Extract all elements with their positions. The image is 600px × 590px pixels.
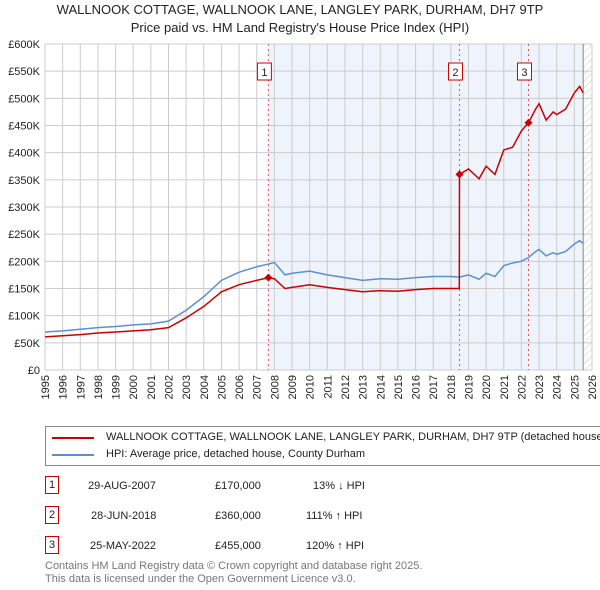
x-tick-label: 2016 (411, 375, 423, 399)
x-tick-label: 1996 (58, 375, 70, 399)
sale-date: 25-MAY-2022 (90, 540, 157, 552)
legend-swatch-hpi (52, 453, 94, 456)
x-tick-label: 2019 (463, 375, 475, 399)
x-tick-label: 2025 (569, 375, 581, 399)
sale-label-box (447, 62, 463, 81)
footer-line: This data is licensed under the Open Gov… (45, 573, 356, 585)
x-tick-label: 2010 (305, 375, 317, 399)
sale-label-box (516, 62, 532, 81)
sale-label-box (256, 62, 272, 81)
y-tick-label: £400K (8, 148, 40, 160)
x-tick-label: 2026 (587, 375, 599, 399)
legend-label-property: WALLNOOK COTTAGE, WALLNOOK LANE, LANGLEY… (106, 431, 600, 443)
x-tick-label: 2001 (146, 375, 158, 399)
x-tick-label: 2002 (164, 375, 176, 399)
x-tick-label: 2014 (375, 375, 387, 399)
sale-hpi: 111% ↑ HPI (306, 510, 363, 522)
sale-row: 1 29-AUG-2007 £170,000 13% ↓ HPI (45, 476, 445, 496)
y-tick-label: £600K (8, 39, 40, 51)
y-tick-label: £0 (28, 365, 40, 377)
sale-point (455, 170, 464, 179)
x-tick-label: 2022 (516, 375, 528, 399)
hpi-line (44, 239, 584, 333)
sale-hpi: 120% ↑ HPI (306, 540, 365, 552)
x-tick-label: 2012 (340, 375, 352, 399)
footer-line: Contains HM Land Registry data © Crown c… (45, 560, 423, 572)
sale-label: 2 (452, 67, 458, 79)
x-tick-label: 2009 (287, 375, 299, 399)
x-tick-label: 2024 (552, 375, 564, 399)
legend-swatch-property (52, 436, 94, 439)
legend-label-hpi: HPI: Average price, detached house, Coun… (106, 448, 366, 460)
sale-price: £360,000 (215, 510, 261, 522)
x-tick-label: 1999 (111, 375, 123, 399)
sale-point (524, 118, 533, 127)
chart-subtitle: Price paid vs. HM Land Registry's House … (130, 20, 470, 35)
y-tick-label: £550K (8, 66, 40, 78)
sale-date: 28-JUN-2018 (91, 510, 157, 522)
footer: Contains HM Land Registry data © Crown c… (45, 560, 422, 586)
x-tick-label: 1997 (75, 375, 87, 399)
property-price-line (44, 85, 584, 338)
x-tick-label: 1998 (93, 375, 105, 399)
sale-row: 2 28-JUN-2018 £360,000 111% ↑ HPI (45, 506, 445, 526)
sale-number: 2 (45, 506, 59, 524)
x-tick-label: 2000 (128, 375, 140, 399)
y-tick-label: £250K (8, 229, 40, 241)
sale-label: 1 (261, 67, 267, 79)
y-tick-label: £100K (8, 311, 40, 323)
x-tick-label: 2015 (393, 375, 405, 399)
x-tick-label: 2006 (234, 375, 246, 399)
sale-number: 1 (45, 476, 59, 494)
sale-price: £170,000 (215, 480, 261, 492)
chart-title: WALLNOOK COTTAGE, WALLNOOK LANE, LANGLEY… (56, 2, 544, 17)
sale-date: 29-AUG-2007 (88, 480, 156, 492)
sale-number: 3 (45, 536, 59, 554)
y-tick-label: £200K (8, 256, 40, 268)
price-chart: 1995 1996 1997 1998 1999 2000 2001 2002 2003 2004… (8, 39, 599, 399)
x-tick-label: 1995 (40, 375, 52, 399)
y-tick-label: £300K (8, 202, 40, 214)
x-tick-label: 2018 (446, 375, 458, 399)
sale-hpi: 13% ↓ HPI (313, 480, 365, 492)
y-tick-label: £350K (8, 175, 40, 187)
legend: WALLNOOK COTTAGE, WALLNOOK LANE, LANGLEY… (45, 426, 600, 466)
x-tick-label: 2005 (216, 375, 228, 399)
x-tick-label: 2021 (499, 375, 511, 399)
sale-row: 3 25-MAY-2022 £455,000 120% ↑ HPI (45, 536, 445, 556)
y-tick-label: £450K (8, 121, 40, 133)
y-tick-label: £50K (14, 338, 40, 350)
x-tick-label: 2020 (481, 375, 493, 399)
sale-price: £455,000 (215, 540, 261, 552)
x-tick-label: 2017 (428, 375, 440, 399)
x-tick-label: 2013 (358, 375, 370, 399)
x-tick-label: 2008 (269, 375, 281, 399)
x-tick-label: 2004 (199, 375, 211, 399)
x-tick-label: 2023 (534, 375, 546, 399)
y-tick-label: £150K (8, 284, 40, 296)
x-tick-label: 2007 (252, 375, 264, 399)
y-tick-label: £500K (8, 93, 40, 105)
sale-point (264, 273, 273, 282)
sale-label: 3 (521, 67, 527, 79)
x-tick-label: 2011 (322, 375, 334, 399)
x-tick-label: 2003 (181, 375, 193, 399)
